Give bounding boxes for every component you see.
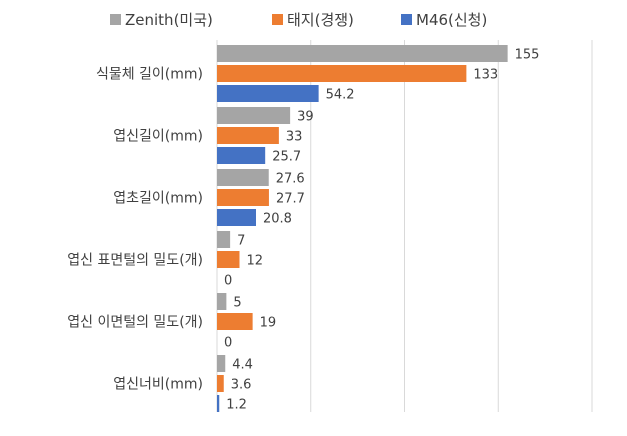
legend-entry: M46(신청) [416, 11, 487, 29]
data-label: 39 [297, 110, 314, 125]
category-label: 엽신너비(mm) [113, 377, 203, 393]
data-label: 27.6 [276, 172, 305, 187]
legend-swatch [401, 14, 412, 25]
data-labels: 15513354.2393325.727.627.720.8712051904.… [224, 48, 539, 413]
bar [217, 293, 227, 310]
bar [217, 107, 291, 124]
data-label: 7 [237, 234, 245, 249]
bars [217, 45, 508, 412]
bar [217, 313, 253, 330]
category-label: 엽신 표면털의 밀도(개) [67, 253, 203, 269]
legend-swatch [272, 14, 283, 25]
bar [217, 85, 319, 102]
bar [217, 209, 256, 226]
data-label: 4.4 [232, 358, 253, 373]
bar [217, 189, 269, 206]
bar [217, 147, 266, 164]
bar [217, 355, 226, 372]
legend: Zenith(미국) 태지(경쟁) M46(신청) [110, 11, 487, 29]
data-label: 25.7 [272, 150, 301, 165]
legend-entry: Zenith(미국) [125, 11, 213, 29]
category-axis-labels: 식물체 길이(mm) 엽신길이(mm) 엽초길이(mm) 엽신 표면털의 밀도(개) 엽… [67, 67, 203, 393]
data-label: 3.6 [231, 378, 252, 393]
category-label: 식물체 길이(mm) [96, 67, 203, 83]
legend-entry: 태지(경쟁) [287, 11, 354, 29]
category-label: 엽신 이면털의 밀도(개) [67, 315, 203, 331]
bar [217, 45, 508, 62]
data-label: 155 [515, 48, 540, 63]
bar [217, 231, 231, 248]
bar [217, 169, 269, 186]
data-label: 54.2 [326, 88, 355, 103]
bar [217, 395, 220, 412]
data-label: 0 [224, 274, 232, 289]
bar [217, 375, 224, 392]
data-label: 33 [286, 130, 303, 145]
bar [217, 251, 240, 268]
data-label: 133 [473, 68, 498, 83]
data-label: 27.7 [276, 192, 305, 207]
legend-swatch [110, 14, 121, 25]
data-label: 1.2 [226, 398, 247, 413]
category-label: 엽초길이(mm) [113, 191, 203, 207]
data-label: 5 [233, 296, 241, 311]
bar [217, 127, 279, 144]
bar [217, 65, 467, 82]
category-label: 엽신길이(mm) [113, 129, 203, 145]
data-label: 20.8 [263, 212, 292, 227]
data-label: 0 [224, 336, 232, 351]
data-label: 12 [247, 254, 264, 269]
data-label: 19 [260, 316, 277, 331]
